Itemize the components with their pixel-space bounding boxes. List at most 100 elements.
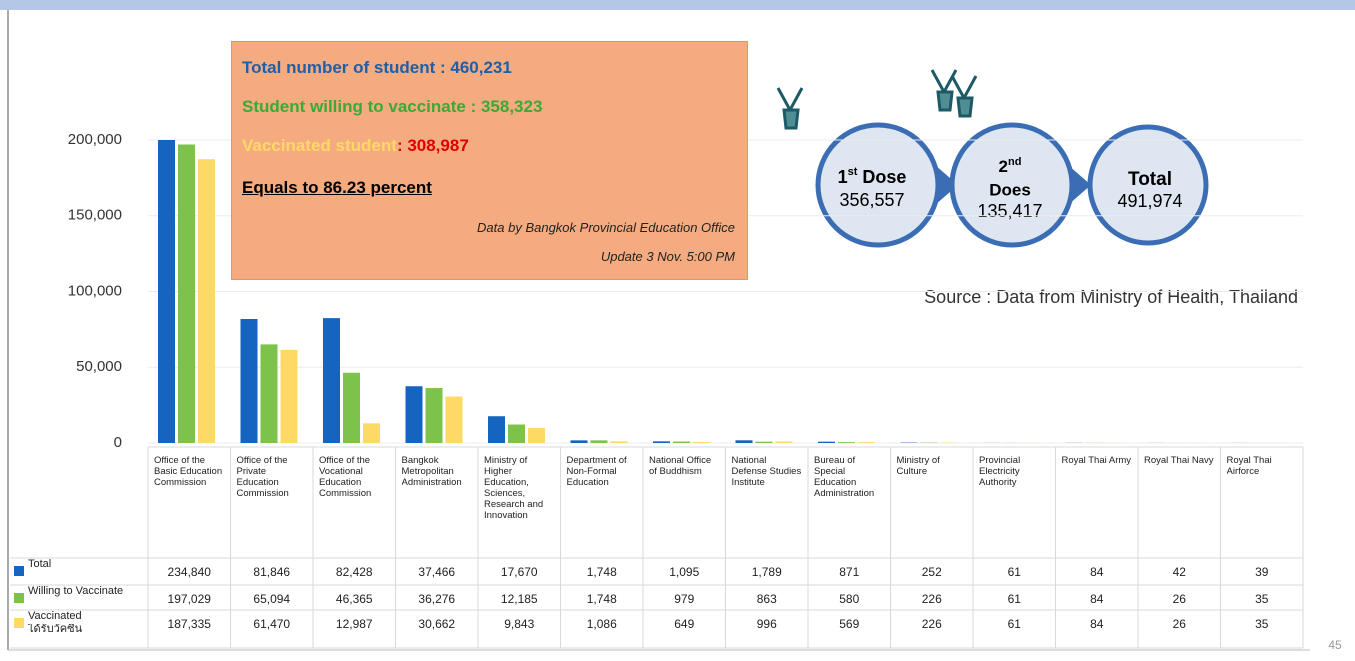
table-value: 35 [1255,592,1269,606]
table-value: 234,840 [167,565,211,579]
table-value: 84 [1090,565,1104,579]
bar [158,140,175,443]
legend-label: Total [28,559,52,570]
dose-circle [949,122,1075,248]
dose-circle [815,122,941,248]
dose-word: Dose [862,167,906,187]
table-value: 26 [1172,592,1186,606]
arrow [1068,165,1091,205]
y-tick-label: 50,000 [76,358,122,375]
table-value: 187,335 [167,617,211,631]
bar [405,386,423,443]
table-value: 61 [1007,565,1021,579]
bar [755,441,773,443]
table-value: 1,095 [669,565,700,579]
bar [858,442,875,443]
table-value: 37,466 [418,565,456,579]
info-vaccinated-label: Vaccinated student [242,136,397,155]
bar [363,423,380,443]
table-value: 649 [674,617,695,631]
table-value: 863 [756,592,777,606]
table-value: 197,029 [167,592,211,606]
table-value: 226 [921,617,942,631]
ordinal: 1 [838,167,848,187]
info-credit: Data by Bangkok Provincial Education Off… [477,220,735,235]
category-label: Ministry of Higher Education, Sciences, … [484,455,544,521]
category-label: Department of Non-Formal Education [566,455,627,488]
ordinal-suffix: nd [1008,156,1021,168]
info-total: Total number of student : 460,231 [242,58,512,77]
bar [280,349,298,443]
table-value: 46,365 [335,592,373,606]
table-value: 26 [1172,617,1186,631]
table-value: 39 [1255,565,1269,579]
dose-label: 1st Dose [838,166,907,187]
dose-circle [1087,124,1209,246]
bar [198,159,215,443]
info-percent: Equals to 86.23 percent [242,178,432,197]
table-value: 84 [1090,592,1104,606]
source-note: Source : Data from Ministry of Health, T… [924,287,1298,307]
category-label: Royal Thai Airforce [1226,455,1272,477]
bar [445,396,463,443]
dose-label: 2nd [999,156,1022,177]
category-label: National Defense Studies Institute [731,455,802,488]
table-value: 1,789 [751,565,782,579]
bar [343,372,360,443]
table-value: 1,748 [586,565,617,579]
bar [610,441,628,443]
legend-swatch [14,593,24,603]
info-vaccinated: Vaccinated student: 308,987 [242,136,469,156]
arrow [935,165,958,205]
table-value: 1,086 [586,617,617,631]
category-label: Royal Thai Navy [1144,455,1214,466]
category-label: National Office of Buddhism [649,455,712,477]
bar [673,441,690,443]
table-value: 61,470 [253,617,291,631]
bar [653,441,670,443]
table-value: 9,843 [504,617,535,631]
legend-label: Willing to Vaccinate [28,586,124,597]
table-value: 580 [839,592,860,606]
category-label: Provincial Electricity Authority [979,455,1021,488]
table-value: 569 [839,617,860,631]
table-value: 871 [839,565,860,579]
table-value: 61 [1007,617,1021,631]
bar [570,440,588,443]
bars [158,140,1288,443]
legend-local-label: ได้รับวัคซีน [28,624,83,635]
table-value: 979 [674,592,695,606]
category-label: Bureau of Special Education Administrati… [814,455,875,499]
syringe-icon [776,69,978,130]
bar [775,441,793,443]
table-value: 36,276 [418,592,456,606]
dose-value: 356,557 [839,190,904,210]
table-value: 61 [1007,592,1021,606]
y-tick-label: 200,000 [68,131,122,148]
table-value: 30,662 [418,617,456,631]
table-value: 65,094 [253,592,291,606]
table-value: 226 [921,592,942,606]
table-value: 42 [1172,565,1186,579]
page-number: 45 [1328,638,1342,652]
table-value: 996 [756,617,777,631]
bar [240,319,258,443]
category-label: Office of the Vocational Education Commi… [319,455,372,499]
category-label: Office of the Private Education Commissi… [236,455,289,499]
bar [838,442,855,443]
category-label: Ministry of Culture [896,455,940,477]
ordinal: 2 [999,157,1008,176]
table-value: 35 [1255,617,1269,631]
table-value: 12,185 [500,592,538,606]
dose-word: Does [989,180,1031,199]
bar [590,440,608,443]
bar [735,440,753,443]
legend-label: Vaccinated [28,611,82,622]
y-tick-label: 0 [114,434,122,451]
info-vaccinated-value: : 308,987 [396,136,469,155]
table-value: 12,987 [335,617,373,631]
legend-swatch [14,618,24,628]
dose-value: 491,974 [1117,191,1182,211]
